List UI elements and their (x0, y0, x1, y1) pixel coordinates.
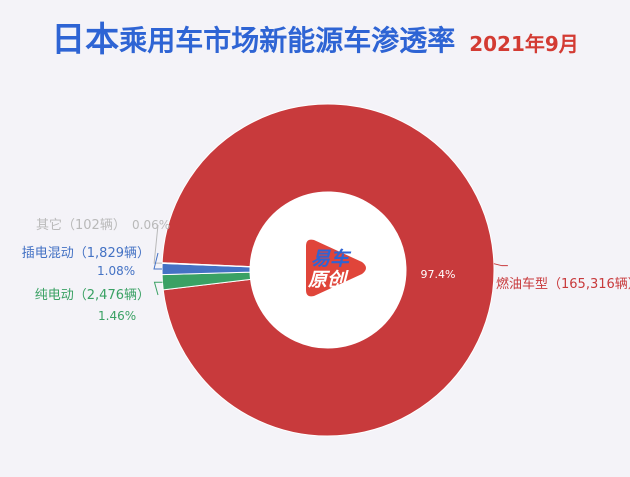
data-label-pct-0: 97.4% (421, 268, 456, 281)
logo-line2: 原创 (307, 269, 349, 291)
data-label-2: 插电混动（1,829辆） (22, 246, 150, 261)
logo-line1: 易车 (311, 248, 352, 270)
chart-title: 日本 乘用车市场新能源车渗透率 2021年9月 (0, 20, 630, 60)
title-subject: 乘用车市场新能源车渗透率 (119, 24, 456, 57)
data-label-pct-2: 1.08% (97, 264, 135, 278)
title-country: 日本 (51, 20, 120, 60)
leader-line-0 (493, 263, 508, 267)
data-label-1: 纯电动（2,476辆） (35, 288, 150, 303)
leader-line-2 (153, 252, 163, 270)
data-label-pct-1: 1.46% (98, 309, 136, 323)
data-label-0: 燃油车型（165,316辆） (496, 276, 630, 292)
data-label-3: 其它（102辆） (36, 217, 126, 233)
leader-line-1 (153, 281, 163, 296)
data-label-pct-3: 0.06% (132, 218, 170, 232)
logo: 易车 原创 (306, 239, 366, 297)
title-date: 2021年9月 (469, 32, 579, 56)
leader-line-3 (153, 224, 163, 264)
logo-play-shape (306, 239, 366, 297)
